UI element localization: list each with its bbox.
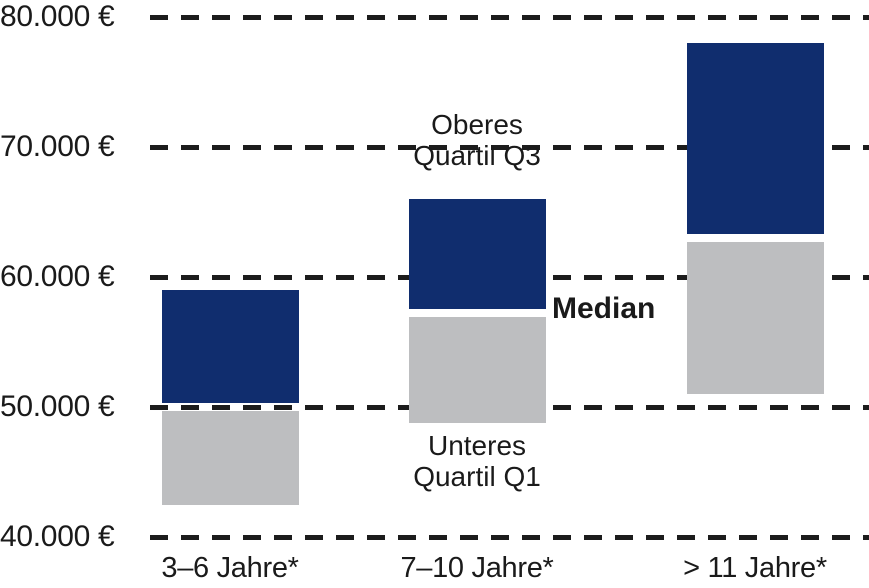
bar-q1-to-median	[686, 242, 824, 394]
bar-q1-to-median	[408, 316, 546, 424]
annotation-median: Median	[552, 292, 656, 325]
y-tick-label-40000: 40.000 €	[0, 520, 115, 553]
annotation-line-1: Oberes	[431, 109, 523, 140]
annotation-unteres-quartil-q1: Unteres Quartil Q1	[413, 430, 541, 492]
y-tick-label-60000: 60.000 €	[0, 260, 115, 293]
gridline-40000	[150, 534, 869, 540]
gridline-80000	[150, 14, 869, 20]
x-category-label: > 11 Jahre*	[683, 552, 827, 584]
annotation-oberes-quartil-q3: Oberes Quartil Q3	[413, 109, 541, 171]
bar-median-to-q3	[686, 43, 824, 234]
annotation-line-2: Quartil Q3	[413, 140, 541, 171]
y-tick-label-50000: 50.000 €	[0, 390, 115, 423]
annotation-line-2: Quartil Q1	[413, 461, 541, 492]
y-tick-label-70000: 70.000 €	[0, 130, 115, 163]
gridline-70000	[150, 144, 869, 150]
bar-median-to-q3	[161, 290, 299, 403]
x-category-label: 3–6 Jahre*	[161, 552, 299, 584]
bar-q1-to-median	[161, 411, 299, 505]
y-tick-label-80000: 80.000 €	[0, 0, 115, 33]
bar-median-to-q3	[408, 199, 546, 309]
x-category-label: 7–10 Jahre*	[400, 552, 554, 584]
annotation-line-1: Unteres	[427, 430, 527, 461]
